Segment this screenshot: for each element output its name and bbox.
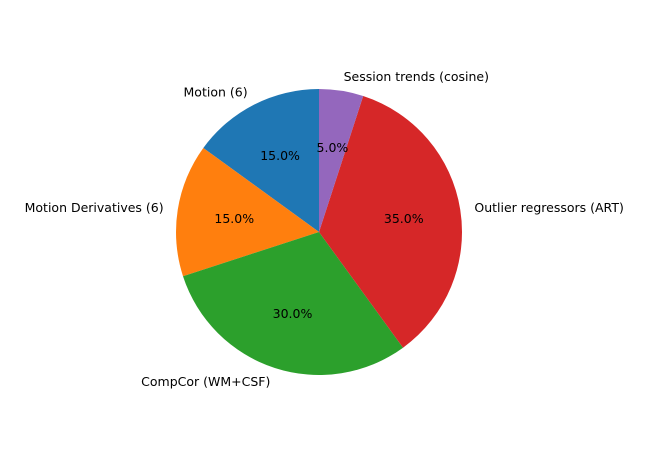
pie-slice — [203, 89, 319, 232]
pie-pct-label: 5.0% — [317, 140, 349, 155]
pie-pct-label: 35.0% — [384, 211, 424, 226]
pie-category-label: Motion Derivatives (6) — [25, 200, 164, 215]
pie-slice — [319, 89, 364, 232]
pie-category-label: Outlier regressors (ART) — [474, 200, 623, 215]
pie-pct-label: 15.0% — [214, 211, 254, 226]
pie-category-label: Motion (6) — [184, 84, 248, 99]
pie-slice — [319, 96, 462, 348]
pie-pct-label: 30.0% — [273, 306, 313, 321]
pie-pct-label: 15.0% — [260, 148, 300, 163]
pie-labels: 15.0% Motion (6) 15.0% Motion Derivatives (… — [25, 69, 624, 389]
pie-category-label: CompCor (WM+CSF) — [141, 374, 270, 389]
pie-slice — [176, 147, 319, 277]
pie-slices — [176, 89, 462, 375]
pie-slice — [183, 232, 404, 375]
pie-category-label: Session trends (cosine) — [344, 69, 489, 84]
